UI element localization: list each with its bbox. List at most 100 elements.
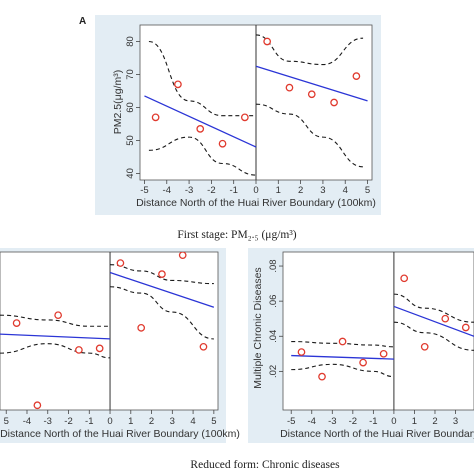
pm25-chart: -5 -4 -3 -2 -1 0 1 2 3 4 5 40 50 60 70 80 Distance North… — [112, 25, 376, 209]
data-point — [338, 337, 347, 346]
data-point — [240, 113, 249, 122]
y-tick-label: .08 — [268, 259, 279, 272]
x-tick-label: 3 — [320, 185, 325, 196]
x-tick-label: -2 — [64, 416, 72, 427]
y-tick-label: .02 — [268, 365, 279, 378]
x-tick-label: -4 — [23, 416, 31, 427]
data-point — [400, 274, 409, 283]
data-point — [75, 346, 83, 354]
x-tick-label: -3 — [44, 416, 52, 427]
data-point — [54, 311, 62, 320]
x-tick-label: 4 — [190, 416, 195, 427]
x-tick-label: 5 — [211, 416, 216, 427]
fit-line-left — [144, 95, 257, 148]
fit-line-right — [393, 305, 474, 337]
panel-b-right-plot-area — [282, 251, 474, 411]
x-tick-label: -2 — [349, 416, 357, 427]
x-tick-label: 2 — [432, 416, 437, 427]
panel-letter: A — [79, 16, 86, 27]
x-tick-label: -1 — [369, 416, 377, 427]
x-tick-label: 3 — [170, 416, 175, 427]
x-tick-label: 5 — [4, 416, 9, 427]
y-tick-label: .04 — [268, 330, 279, 343]
x-tick-label: -5 — [287, 416, 295, 427]
data-point — [151, 113, 160, 122]
data-point — [285, 83, 294, 92]
x-tick-label: 4 — [343, 185, 348, 196]
x-tick-label: -3 — [185, 185, 193, 196]
y-tick-label: 40 — [125, 168, 136, 179]
x-tick-label: 0 — [107, 416, 112, 427]
data-point — [307, 90, 316, 99]
data-point — [352, 72, 361, 80]
fit-line-right — [255, 65, 368, 102]
multiple-chronic-chart: -5 -4 -3 -2 -1 0 1 2 3 .02 .04 .06 .08 Distance North… — [252, 252, 474, 440]
fit-line-right — [109, 271, 215, 308]
x-tick-label: -4 — [308, 416, 316, 427]
x-axis-title: Distance North of the Huai River Boundar… — [0, 428, 240, 440]
x-tick-label: 1 — [276, 185, 281, 196]
y-tick-label: 70 — [125, 69, 136, 80]
x-tick-label: -1 — [85, 416, 93, 427]
x-tick-label: 3 — [453, 416, 458, 427]
ci-right-upper — [255, 34, 364, 66]
data-point — [178, 252, 187, 260]
data-point — [95, 344, 104, 353]
data-point — [137, 323, 146, 332]
x-tick-label: 5 — [365, 185, 370, 196]
y-tick-label: 60 — [125, 102, 136, 113]
ci-left-upper — [291, 340, 394, 348]
y-tick-label: 50 — [125, 135, 136, 146]
data-point — [330, 98, 338, 107]
y-axis-title: PM2.5(μg/m³) — [112, 70, 124, 134]
x-tick-label: -3 — [328, 416, 336, 427]
fit-line-left — [291, 354, 394, 360]
data-point — [441, 314, 450, 323]
x-tick-label: -1 — [229, 185, 237, 196]
data-point — [263, 37, 272, 46]
data-point — [318, 372, 326, 381]
x-axis-title: Distance North of the Huai River Boundar… — [280, 428, 474, 440]
y-tick-label: .06 — [268, 295, 279, 308]
data-point — [218, 139, 227, 148]
x-tick-label: -5 — [140, 185, 148, 196]
data-point — [12, 319, 21, 327]
ci-left-lower — [148, 136, 257, 176]
ci-right-lower — [110, 286, 214, 340]
data-point — [33, 401, 42, 410]
data-point — [420, 342, 429, 351]
fit-line-left — [0, 333, 111, 340]
data-point — [199, 342, 208, 351]
y-tick-label: 80 — [125, 36, 136, 47]
data-point — [461, 323, 470, 332]
ci-right-lower — [255, 103, 364, 168]
ci-left-upper — [0, 314, 111, 327]
y-axis-title: Multiple Chronic Diseases — [252, 267, 264, 388]
x-tick-label: 0 — [253, 185, 258, 196]
x-axis-title: Distance North of the Huai River Boundar… — [136, 197, 376, 209]
x-tick-label: 2 — [298, 185, 303, 196]
data-point — [297, 348, 306, 356]
x-tick-label: -4 — [163, 185, 171, 196]
caption-first-stage: First stage: PM₂.₅ (μg/m³) — [177, 229, 296, 241]
x-tick-label: -2 — [207, 185, 215, 196]
panel-b-left-plot-area — [0, 251, 219, 411]
ci-left-lower — [0, 343, 111, 359]
data-point — [116, 259, 125, 267]
x-tick-label: 0 — [391, 416, 396, 427]
x-tick-label: 1 — [412, 416, 417, 427]
x-tick-label: 2 — [149, 416, 154, 427]
data-point — [379, 349, 388, 358]
data-point — [196, 125, 205, 133]
ci-left-upper — [148, 40, 256, 117]
caption-reduced-form: Reduced form: Chronic diseases — [190, 459, 340, 471]
data-point — [359, 358, 367, 367]
ci-left-lower — [291, 363, 394, 378]
ci-right-lower — [393, 321, 474, 351]
data-point — [158, 270, 166, 278]
ci-right-upper — [110, 264, 214, 285]
x-tick-label: 1 — [128, 416, 133, 427]
data-point — [174, 80, 182, 89]
